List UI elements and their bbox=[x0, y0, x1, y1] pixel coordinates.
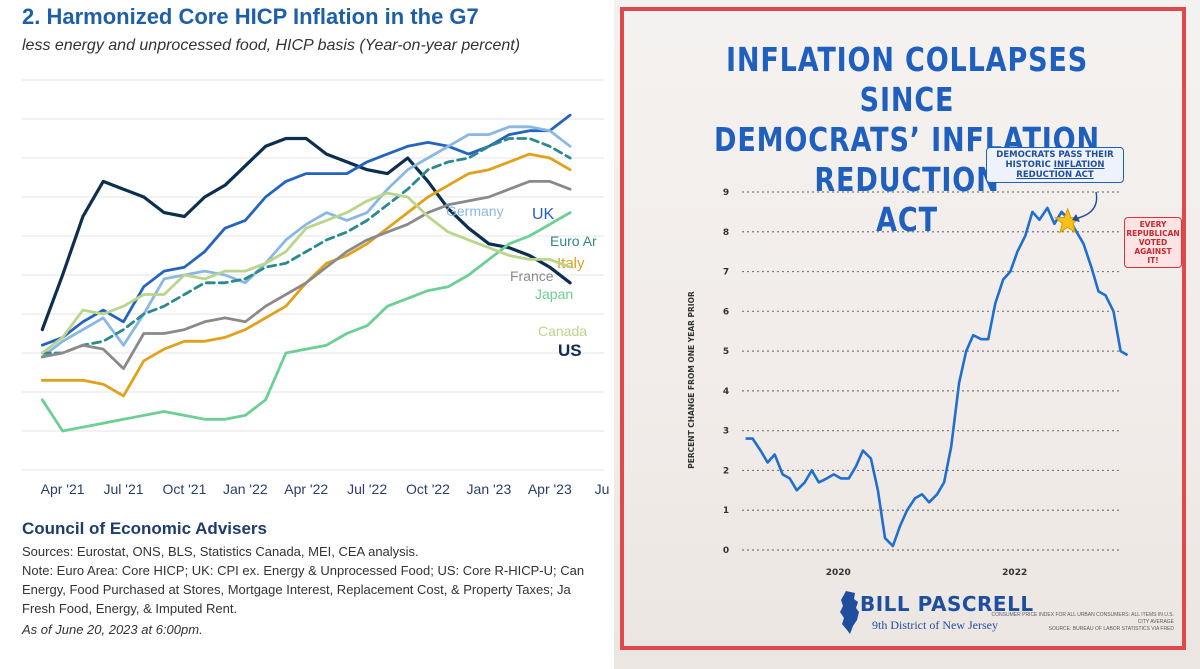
callout-arrow bbox=[1077, 191, 1098, 219]
y-tick-label: 8 bbox=[723, 228, 729, 238]
series-label-italy: Italy bbox=[557, 255, 585, 272]
x-tick-label: Apr '22 bbox=[284, 481, 328, 497]
y-axis-label: PERCENT CHANGE FROM ONE YEAR PRIOR bbox=[687, 291, 696, 469]
us-cpi-chart: 0 1 2 3 4 5 6 7 8 9 2020 2022 PERCENT CHANGE FROM ON… bbox=[687, 188, 1129, 578]
series-label-france: France bbox=[510, 268, 554, 284]
ira-callout-line-3-text: REDUCTION ACT bbox=[1016, 170, 1094, 180]
rep-callout-line-3: VOTED AGAINST bbox=[1134, 238, 1172, 256]
left-panel: Apr '21 Jul '21 Oct '21 Jan '22 Apr '22 Jul '… bbox=[22, 4, 610, 637]
series-line-japan bbox=[40, 211, 572, 433]
y-tick-label: 7 bbox=[723, 268, 729, 278]
series-label-euro-area: Euro Ar bbox=[550, 233, 597, 249]
x-tick-label: Jul '2 bbox=[595, 481, 610, 497]
series-line-canada bbox=[40, 191, 572, 355]
x-tick-label: Jan '22 bbox=[223, 481, 268, 497]
y-tick-label: 4 bbox=[723, 387, 729, 397]
title-line-1: INFLATION COLLAPSES SINCE bbox=[725, 40, 1089, 119]
x-tick-label: 2022 bbox=[1002, 568, 1027, 578]
ira-callout-line-1: DEMOCRATS PASS THEIR bbox=[996, 150, 1114, 160]
sources-note: Sources: Eurostat, ONS, BLS, Statistics … bbox=[22, 544, 419, 559]
x-tick-label: Apr '21 bbox=[41, 481, 85, 497]
series-label-japan: Japan bbox=[535, 286, 573, 302]
ira-callout-prefix: HISTORIC bbox=[1005, 160, 1054, 170]
y-tick-label: 3 bbox=[723, 427, 729, 437]
series-line-france bbox=[40, 180, 572, 370]
red-border-frame bbox=[620, 7, 1186, 650]
y-tick-label: 9 bbox=[723, 188, 729, 198]
rep-callout-line-2: REPUBLICAN bbox=[1126, 229, 1180, 238]
y-tick-label: 1 bbox=[723, 506, 729, 516]
x-tick-label: Jan '23 bbox=[467, 481, 512, 497]
logo-name: BILL PASCRELL bbox=[860, 592, 1034, 616]
left-chart-subtitle: less energy and unprocessed food, HICP b… bbox=[22, 37, 521, 54]
as-of-date: As of June 20, 2023 at 6:00pm. bbox=[22, 622, 203, 637]
source-line-1: CONSUMER PRICE INDEX FOR ALL URBAN CONSU… bbox=[991, 612, 1174, 625]
methodology-note-line-1: Note: Euro Area: Core HICP; UK: CPI ex. … bbox=[22, 563, 585, 578]
x-tick-label: Oct '22 bbox=[406, 481, 450, 497]
g7-core-hicp-chart: Apr '21 Jul '21 Oct '21 Jan '22 Apr '22 Jul '… bbox=[22, 79, 610, 497]
y-tick-label: 5 bbox=[723, 347, 729, 357]
organization-heading: Council of Economic Advisers bbox=[22, 519, 267, 538]
x-tick-label: 2020 bbox=[826, 568, 851, 578]
republican-callout: EVERY REPUBLICAN VOTED AGAINST IT! bbox=[1124, 217, 1182, 268]
series-label-us: US bbox=[558, 341, 582, 360]
rep-callout-line-1: EVERY bbox=[1139, 220, 1167, 229]
series-label-uk: UK bbox=[532, 206, 555, 223]
x-tick-label: Jul '22 bbox=[347, 481, 387, 497]
y-tick-label: 6 bbox=[723, 307, 729, 317]
source-line-2: SOURCE: BUREAU OF LABOR STATISTICS VIA F… bbox=[1048, 626, 1174, 632]
series-line-us bbox=[40, 136, 572, 332]
x-tick-label: Oct '21 bbox=[162, 481, 206, 497]
methodology-note-line-3: Fresh Food, Energy, & Imputed Rent. bbox=[22, 601, 238, 616]
rep-callout-line-4: IT! bbox=[1147, 256, 1159, 265]
right-chart-title: INFLATION COLLAPSES SINCE DEMOCRATS’ INF… bbox=[683, 40, 1131, 240]
left-chart-title: 2. Harmonized Core HICP Inflation in the… bbox=[22, 4, 479, 29]
ira-callout-underlined: INFLATION bbox=[1053, 160, 1105, 170]
methodology-note-line-2: Energy, Food Purchased at Stores, Mortga… bbox=[22, 582, 571, 597]
series-line-germany bbox=[40, 125, 572, 359]
pascrell-logo: BILL PASCRELL 9th District of New Jersey bbox=[838, 590, 1033, 638]
series-label-canada: Canada bbox=[538, 323, 587, 339]
logo-district: 9th District of New Jersey bbox=[872, 618, 998, 632]
x-tick-label: Jul '21 bbox=[103, 481, 143, 497]
ira-callout: DEMOCRATS PASS THEIR HISTORIC INFLATION … bbox=[986, 147, 1124, 183]
series-line-euro-area bbox=[40, 137, 572, 355]
title-line-3: ACT bbox=[876, 200, 938, 239]
series-label-germany: Germany bbox=[446, 203, 504, 219]
right-panel: INFLATION COLLAPSES SINCE DEMOCRATS’ INF… bbox=[614, 0, 1200, 669]
cpi-series-line bbox=[745, 206, 1129, 548]
arrowhead-icon bbox=[1072, 214, 1080, 222]
x-tick-label: Apr '23 bbox=[528, 481, 572, 497]
source-note: CONSUMER PRICE INDEX FOR ALL URBAN CONSU… bbox=[986, 612, 1174, 633]
ira-callout-line-3: REDUCTION ACT bbox=[990, 170, 1120, 180]
y-tick-label: 0 bbox=[723, 546, 729, 556]
new-jersey-map-icon bbox=[840, 591, 859, 634]
ira-callout-line-2: HISTORIC INFLATION bbox=[990, 160, 1120, 170]
y-tick-label: 2 bbox=[723, 466, 729, 476]
